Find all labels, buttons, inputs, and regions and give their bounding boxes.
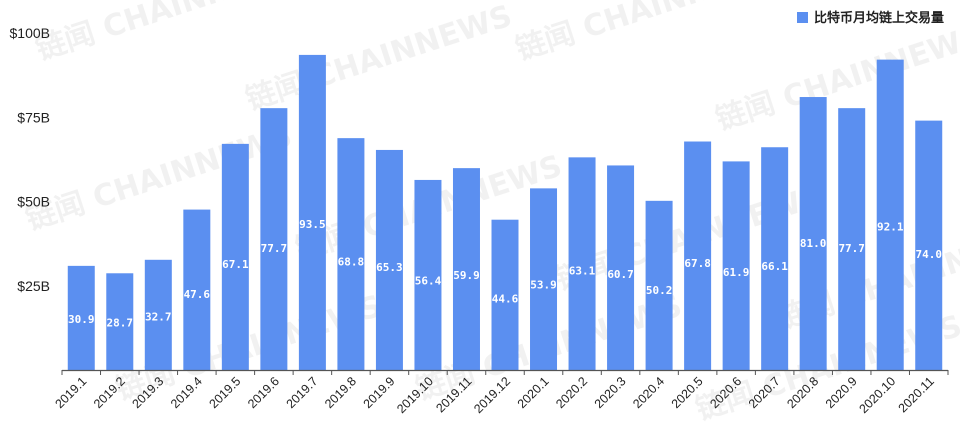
bar-value-label: 81.0: [800, 237, 827, 250]
bar-value-label: 59.9: [453, 269, 480, 282]
bar-value-label: 92.1: [877, 220, 904, 233]
x-tick-label: 2020.11: [896, 374, 937, 415]
bar: [452, 168, 480, 370]
x-tick-label: 2019.1: [52, 374, 89, 411]
y-tick-label: $100B: [10, 25, 50, 41]
bar: [106, 273, 134, 370]
bar-value-label: 65.3: [376, 261, 403, 274]
bar-value-label: 50.2: [646, 284, 673, 297]
bar: [414, 179, 442, 370]
watermark-text: 链闻 CHAINNEWS: [712, 19, 960, 138]
bar: [607, 165, 635, 370]
bar: [491, 219, 519, 370]
bar-value-label: 93.5: [299, 218, 326, 231]
bar: [684, 141, 712, 370]
x-tick-label: 2020.2: [553, 374, 590, 411]
x-tick-label: 2020.1: [515, 374, 552, 411]
legend-label: 比特币月均链上交易量: [814, 10, 944, 26]
x-tick-label: 2019.9: [361, 374, 398, 411]
bar: [722, 161, 750, 370]
x-tick-label: 2019.7: [284, 374, 321, 411]
y-tick-label: $25B: [17, 278, 50, 294]
y-axis: $25B $50B $75B $100B: [10, 25, 50, 294]
y-tick-label: $75B: [17, 109, 50, 125]
x-tick-label: 2019.6: [245, 374, 282, 411]
value-labels-group: 30.9 28.7 32.7 47.6 67.1 77.7 93.5 68.8 65.3 56.4…: [68, 218, 942, 329]
y-tick-label: $50B: [17, 194, 50, 210]
bar-value-label: 28.7: [107, 316, 134, 329]
x-tick-label: 2020.4: [630, 374, 667, 411]
bar: [645, 200, 673, 370]
bar: [838, 108, 866, 370]
watermark-text: 链闻 CHAINNEWS: [512, 0, 787, 68]
bar: [67, 265, 95, 370]
bar-value-label: 67.1: [222, 258, 249, 271]
bar: [144, 259, 172, 370]
bar-value-label: 61.9: [723, 266, 750, 279]
bar-value-label: 60.7: [607, 268, 634, 281]
bar-value-label: 74.0: [915, 248, 942, 261]
bar-value-label: 77.7: [838, 242, 865, 255]
watermark-text: 链闻 CHAINNEWS: [32, 0, 307, 68]
bar: [375, 149, 403, 370]
bar: [876, 59, 904, 371]
watermark-text: 链闻 CHAINNEWS: [22, 119, 297, 238]
bar: [530, 188, 558, 370]
bar: [799, 97, 827, 370]
bar-value-label: 30.9: [68, 313, 95, 326]
bar: [298, 54, 326, 370]
bar: [761, 147, 789, 370]
bar-value-label: 47.6: [184, 288, 211, 301]
x-tick-label: 2020.10: [856, 374, 898, 416]
bar-value-label: 56.4: [415, 274, 442, 287]
bar-value-label: 67.8: [684, 257, 711, 270]
bar: [183, 209, 211, 370]
bar: [337, 138, 365, 370]
bars-group: [67, 54, 943, 371]
bar-value-label: 44.6: [492, 292, 519, 305]
bar-value-label: 77.7: [261, 242, 288, 255]
bar-value-label: 63.1: [569, 264, 596, 277]
bar-value-label: 32.7: [145, 310, 172, 323]
bar: [221, 143, 249, 370]
bar-value-label: 66.1: [761, 260, 788, 273]
bar-value-label: 53.9: [530, 278, 557, 291]
legend: 比特币月均链上交易量: [797, 10, 944, 26]
x-tick-label: 2019.8: [322, 374, 359, 411]
bar: [915, 120, 943, 371]
x-tick-label: 2020.3: [592, 374, 629, 411]
bar-value-label: 68.8: [338, 256, 365, 269]
watermark-text: 链闻 CHAINNEWS: [242, 0, 517, 118]
x-tick-label: 2019.5: [207, 374, 244, 411]
legend-swatch: [797, 12, 808, 23]
bar: [568, 157, 596, 370]
bar: [260, 108, 288, 370]
